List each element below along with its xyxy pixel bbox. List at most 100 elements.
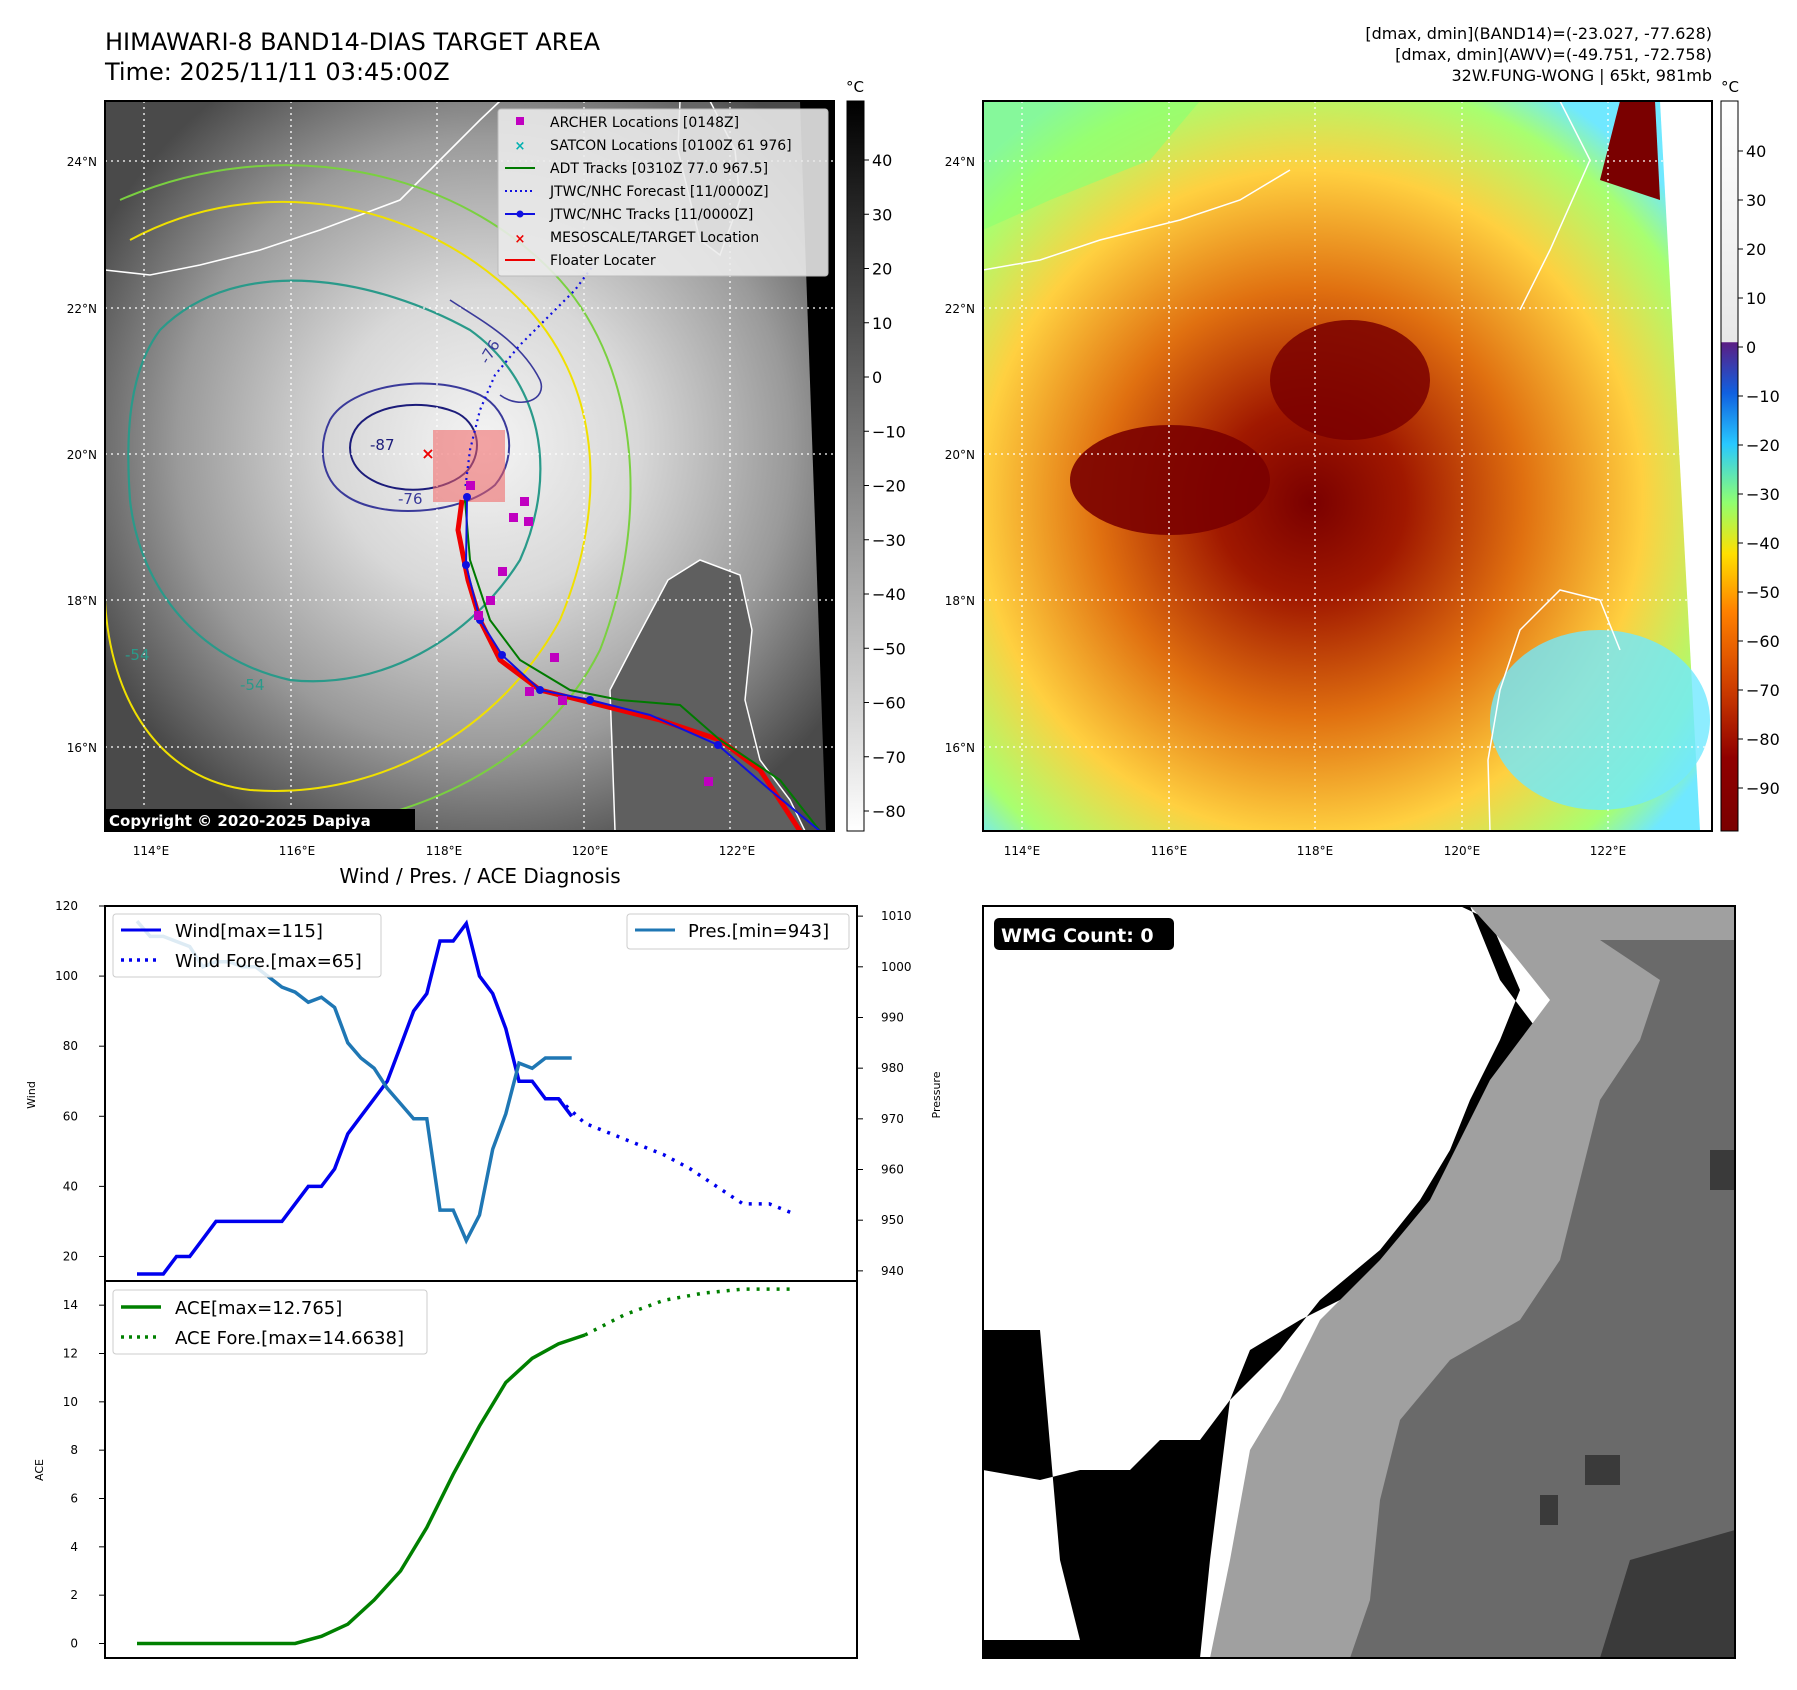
color-ir-map (983, 101, 1712, 831)
ace-tick-label: 12 (63, 1347, 78, 1361)
colorbar-tick-label: 40 (872, 151, 892, 170)
legend-label: JTWC/NHC Tracks [11/0000Z] (549, 207, 753, 223)
svg-text:120°E: 120°E (1444, 844, 1481, 858)
legend-label: JTWC/NHC Forecast [11/0000Z] (549, 184, 769, 200)
jtwc-track (464, 496, 821, 831)
svg-text:ACE Fore.[max=14.6638]: ACE Fore.[max=14.6638] (175, 1328, 404, 1349)
series-line (137, 1333, 586, 1646)
wind-tick-label: 20 (63, 1249, 78, 1263)
legend-label: ARCHER Locations [0148Z] (550, 115, 739, 131)
legend-label: Floater Locater (550, 253, 656, 269)
info-storm: 32W.FUNG-WONG | 65kt, 981mb (1451, 66, 1712, 85)
info-band14: [dmax, dmin](BAND14)=(-23.027, -77.628) (1365, 24, 1712, 43)
mesoscale-target-box (433, 430, 505, 502)
ace-legend: ACE[max=12.765] ACE Fore.[max=14.6638] (112, 1289, 428, 1355)
color-colorbar: °C 40 30 20 10 0 −10 −20 −30 −40 −50 −60 −70 −80 −90 (1720, 78, 1780, 832)
svg-text:116°E: 116°E (1151, 844, 1188, 858)
colorbar-tick-label: 20 (872, 260, 892, 279)
contour-label: -87 (370, 436, 395, 454)
wind-tick-label: 100 (55, 969, 78, 983)
svg-text:22°N: 22°N (67, 302, 97, 316)
ace-tick-label: 8 (70, 1443, 78, 1457)
colorbar-tick-label: 10 (1746, 289, 1766, 308)
svg-text:×: × (515, 232, 526, 247)
svg-text:114°E: 114°E (1004, 844, 1041, 858)
colorbar-tick-label: −70 (1746, 681, 1780, 700)
svg-text:118°E: 118°E (1297, 844, 1334, 858)
svg-text:120°E: 120°E (572, 844, 609, 858)
left-map-lat-labels: 24°N 22°N 20°N 18°N 16°N (67, 155, 97, 755)
ace-tick-label: 6 (70, 1492, 78, 1506)
colorbar-tick-label: 40 (1746, 142, 1766, 161)
ace-tick-label: 14 (63, 1298, 78, 1312)
colorbar-tick-label: −70 (872, 748, 906, 767)
coast-outline-china (105, 101, 501, 276)
colorbar-tick-label: −90 (1746, 779, 1780, 798)
contour-label: -76 (398, 490, 423, 508)
colorbar-tick-label: 30 (1746, 191, 1766, 210)
colorbar-tick-label: −30 (1746, 485, 1780, 504)
svg-text:°C: °C (846, 78, 864, 96)
grayscale-colorbar: °C 40 30 20 10 0 −10 −20 −30 −40 −50 −60 −70 −80 (846, 78, 906, 832)
ace-tick-label: 2 (70, 1588, 78, 1602)
colorbar-tick-label: −60 (1746, 632, 1780, 651)
wmg-count-label: WMG Count: 0 (1001, 925, 1154, 947)
colorbar-tick-label: −80 (872, 802, 906, 821)
target-location-marker: × (421, 444, 434, 463)
archer-locations (466, 481, 713, 786)
pressure-tick-label: 980 (881, 1061, 904, 1075)
colorbar-tick-label: −60 (872, 694, 906, 713)
map-legend: ARCHER Locations [0148Z] × SATCON Locati… (497, 108, 829, 277)
ace-panel: 0 2 4 6 8 10 12 14 ACE ACE[max=12.765] ACE Fore… (33, 1280, 858, 1659)
ace-tick-label: 4 (70, 1540, 78, 1554)
svg-text:20°N: 20°N (945, 448, 975, 462)
contour-label: -54 (125, 646, 150, 664)
wmg-panel: WMG Count: 0 (982, 905, 1736, 1659)
svg-text:116°E: 116°E (279, 844, 316, 858)
svg-text:16°N: 16°N (945, 741, 975, 755)
colorbar-tick-label: 0 (872, 368, 882, 387)
jtwc-forecast-track (463, 262, 596, 491)
right-map-lat-labels: 24°N 22°N 20°N 18°N 16°N (945, 155, 975, 755)
wind-tick-label: 40 (63, 1179, 78, 1193)
legend-label: ADT Tracks [0310Z 77.0 967.5] (550, 161, 768, 177)
svg-text:20°N: 20°N (67, 448, 97, 462)
wind-pressure-panel: 20 40 60 80 100 120 940 950 960 970 980 990 1000 101… (25, 899, 943, 1282)
ace-axis-label: ACE (33, 1459, 46, 1481)
colorbar-tick-label: −50 (1746, 583, 1780, 602)
colorbar-tick-label: −10 (1746, 387, 1780, 406)
legend-label: SATCON Locations [0100Z 61 976] (550, 138, 792, 154)
pressure-tick-label: 1010 (881, 909, 912, 923)
pressure-tick-label: 990 (881, 1010, 904, 1024)
svg-text:24°N: 24°N (67, 155, 97, 169)
svg-text:122°E: 122°E (719, 844, 756, 858)
ace-tick-label: 10 (63, 1395, 78, 1409)
colorbar-tick-label: −50 (872, 639, 906, 658)
pressure-tick-label: 940 (881, 1264, 904, 1278)
wind-tick-label: 80 (63, 1039, 78, 1053)
figure-time: Time: 2025/11/11 03:45:00Z (104, 58, 450, 86)
svg-text:24°N: 24°N (945, 155, 975, 169)
svg-text:122°E: 122°E (1590, 844, 1627, 858)
svg-text:18°N: 18°N (945, 594, 975, 608)
pressure-legend: Pres.[min=943] (626, 913, 850, 950)
diagnosis-title: Wind / Pres. / ACE Diagnosis (339, 864, 620, 888)
wind-axis-label: Wind (25, 1081, 38, 1109)
left-map-lon-labels: 114°E 116°E 118°E 120°E 122°E (133, 844, 756, 858)
svg-text:×: × (515, 139, 526, 154)
colorbar-tick-label: −30 (872, 531, 906, 550)
svg-text:114°E: 114°E (133, 844, 170, 858)
colorbar-tick-label: −40 (1746, 534, 1780, 553)
svg-text:Wind Fore.[max=65]: Wind Fore.[max=65] (175, 951, 362, 972)
colorbar-tick-label: −20 (872, 477, 906, 496)
svg-text:22°N: 22°N (945, 302, 975, 316)
legend-label: MESOSCALE/TARGET Location (550, 230, 759, 246)
svg-text:16°N: 16°N (67, 741, 97, 755)
svg-text:°C: °C (1721, 78, 1739, 96)
pressure-axis-label: Pressure (930, 1071, 943, 1118)
svg-text:18°N: 18°N (67, 594, 97, 608)
svg-text:118°E: 118°E (426, 844, 463, 858)
pressure-tick-label: 950 (881, 1213, 904, 1227)
colorbar-tick-label: −40 (872, 585, 906, 604)
colorbar-tick-label: −20 (1746, 436, 1780, 455)
